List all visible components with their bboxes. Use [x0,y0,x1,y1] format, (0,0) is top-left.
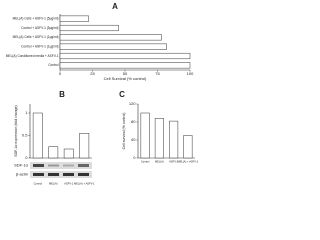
x-tick-label: 50 [123,71,128,76]
y-axis-label: SDF-1α expression (fold change) [14,105,18,156]
bar [48,146,59,159]
x-tick-label: ASFV-1 [64,182,73,186]
bar [59,24,119,32]
y-tick-label: MEL(A) Cells + ASFV-1 (5µg/ml) [13,17,59,21]
x-tick-label: Control [34,182,43,186]
blot-band [33,173,44,176]
panel-label: C [119,90,125,99]
x-axis-label: Cell Survival (% control) [104,76,147,81]
panel-label: A [112,2,118,11]
blot-label: SDF-1α [14,163,29,168]
bar [59,15,89,22]
bar [140,112,150,159]
x-tick-label: 75 [155,71,160,76]
x-tick-label: MEL(A) [49,182,58,186]
x-tick-label: ASFV-1 [169,160,178,164]
bar [32,112,43,159]
x-tick-label: MEL(A) [155,160,164,164]
blot-band [63,173,74,176]
blot-strip [30,162,92,169]
x-tick-label: Control [141,160,150,164]
western-blot [30,162,92,178]
blot-band [33,164,44,167]
y-tick-label: 0 [133,155,136,160]
y-axis-label: Cell survival (% control) [122,113,126,150]
y-tick-label: MEL(A) Conditioned media + ASFV-1 [6,54,59,58]
bar [59,34,162,41]
bar [59,52,191,60]
y-tick-label: Control [48,63,59,67]
background [0,0,200,193]
blot-label: β-actin [16,172,28,177]
x-tick-label: MEL(A) + ASFV-1 [178,160,199,164]
blot-strip [30,171,92,178]
bar [79,133,90,159]
bar [63,148,74,159]
y-tick-label: 0.5 [22,133,28,138]
panel-label: B [59,90,65,99]
y-tick-label: MEL(A) Cells + ASFV-1 (1µg/ml) [13,35,59,39]
y-tick-label: 80 [131,119,136,124]
bar [59,43,167,50]
y-tick-label: 40 [131,137,136,142]
y-tick-label: 120 [129,101,136,106]
y-tick-label: 1 [25,110,28,115]
bar [169,120,179,159]
blot-band [63,164,74,167]
blot-band [78,173,89,176]
bar [154,118,164,159]
y-tick-label: 0 [25,155,28,160]
x-tick-label: MEL(A) + ASFV-1 [74,182,95,186]
x-tick-label: 0 [59,71,62,76]
blot-band [78,164,89,167]
bar [59,62,191,69]
y-tick-label: Control + ASFV-1 (1µg/ml) [21,45,58,49]
x-tick-label: 25 [90,71,95,76]
bar [183,135,193,159]
blot-band [48,164,59,167]
x-tick-label: 100 [187,71,194,76]
blot-band [48,173,59,176]
y-tick-label: Control + ASFV-1 (5µg/ml) [21,26,58,30]
